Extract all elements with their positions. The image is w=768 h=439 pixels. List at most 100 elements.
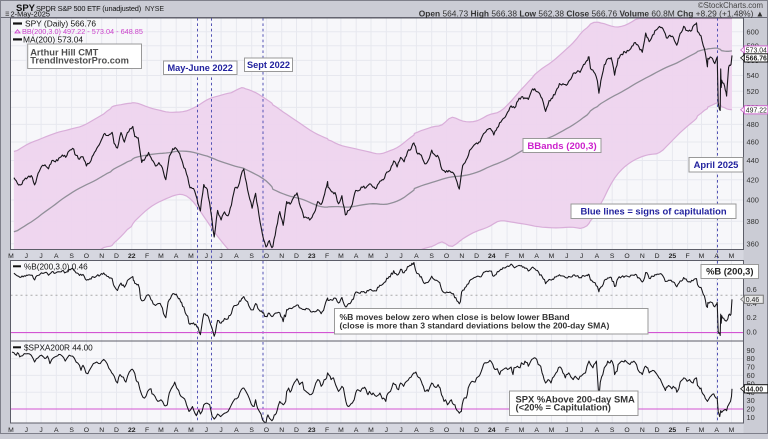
svg-text:20: 20 [747,405,755,414]
svg-text:Blue lines = signs of capitula: Blue lines = signs of capitulation [580,205,726,216]
svg-text:J: J [385,253,388,260]
svg-text:SPY: SPY [16,3,36,14]
svg-text:N: N [640,427,645,434]
svg-text:A: A [534,427,539,434]
svg-text:A: A [54,253,59,260]
svg-text:24: 24 [488,253,496,260]
svg-text:Sept 2022: Sept 2022 [247,60,290,70]
svg-text:S: S [69,427,74,434]
svg-text:J: J [25,253,28,260]
svg-text:S: S [249,253,254,260]
svg-text:%B moves below zero when close: %B moves below zero when close is below … [340,312,570,322]
svg-text:D: D [474,427,479,434]
svg-text:F: F [686,427,690,434]
svg-text:S: S [610,427,615,434]
svg-text:M: M [8,253,14,260]
svg-text:F: F [145,253,149,260]
svg-text:S: S [429,427,434,434]
svg-text:J: J [39,253,42,260]
svg-text:J: J [399,253,402,260]
svg-text:M: M [368,253,374,260]
svg-text:A: A [174,427,179,434]
svg-text:SPDR S&P 500 ETF (unadjusted): SPDR S&P 500 ETF (unadjusted) [36,4,141,13]
svg-text:540: 540 [747,71,759,80]
svg-text:M: M [188,427,194,434]
svg-text:80: 80 [747,354,755,363]
svg-text:Arthur Hill CMT: Arthur Hill CMT [30,47,98,57]
svg-text:D: D [294,427,299,434]
svg-text:2-May-2025: 2-May-2025 [11,9,50,18]
svg-text:50: 50 [747,379,755,388]
svg-text:0.2: 0.2 [747,313,757,322]
svg-text:SPX %Above 200-day SMA: SPX %Above 200-day SMA [516,393,636,404]
svg-text:A: A [354,427,359,434]
svg-text:J: J [580,253,583,260]
svg-text:©StockCharts.com: ©StockCharts.com [698,1,763,10]
svg-text:O: O [264,427,269,434]
svg-text:D: D [114,253,119,260]
svg-text:360: 360 [747,239,759,248]
svg-text:A: A [234,427,239,434]
svg-text:F: F [325,253,329,260]
svg-text:520: 520 [747,87,759,96]
svg-text:M: M [8,427,14,434]
svg-text:D: D [655,253,660,260]
svg-text:May-June 2022: May-June 2022 [168,63,233,73]
svg-text:J: J [580,427,583,434]
svg-text:420: 420 [747,175,759,184]
svg-text:M: M [188,253,194,260]
svg-text:480: 480 [747,120,759,129]
svg-text:M: M [158,253,164,260]
svg-text:D: D [114,427,119,434]
svg-text:O: O [624,253,629,260]
svg-text:O: O [84,427,89,434]
svg-text:A: A [414,427,419,434]
svg-text:30: 30 [747,396,755,405]
svg-text:BBands (200,3): BBands (200,3) [527,141,596,152]
svg-text:460: 460 [747,138,759,147]
svg-text:A: A [354,253,359,260]
svg-text:A: A [54,427,59,434]
svg-text:D: D [655,427,660,434]
svg-text:A: A [234,253,239,260]
svg-text:10: 10 [747,413,755,422]
svg-text:M: M [519,427,525,434]
svg-text:600: 600 [747,27,759,36]
svg-text:Open 564.73 High 566.38 Low 56: Open 564.73 High 566.38 Low 562.38 Close… [419,8,764,18]
svg-text:%B(200,3.0) 0.46: %B(200,3.0) 0.46 [24,263,88,272]
svg-text:S: S [69,253,74,260]
svg-text:TrendInvestorPro.com: TrendInvestorPro.com [30,56,129,66]
svg-text:440: 440 [747,156,759,165]
svg-text:A: A [714,253,719,260]
svg-text:90: 90 [747,346,755,355]
svg-text:566.76: 566.76 [746,56,767,63]
svg-text:J: J [219,253,222,260]
svg-text:F: F [145,427,149,434]
svg-text:497.22: 497.22 [746,107,767,114]
svg-text:N: N [99,253,104,260]
svg-text:O: O [84,253,89,260]
svg-text:N: N [279,427,284,434]
svg-text:F: F [505,253,509,260]
svg-text:M: M [158,427,164,434]
svg-text:O: O [624,427,629,434]
svg-text:A: A [414,253,419,260]
svg-text:J: J [219,427,222,434]
svg-text:M: M [729,427,735,434]
svg-text:N: N [459,427,464,434]
svg-text:N: N [99,427,104,434]
svg-text:400: 400 [747,196,759,205]
svg-text:M: M [549,253,555,260]
svg-text:24: 24 [488,427,496,434]
svg-text:J: J [385,427,388,434]
svg-text:0.0: 0.0 [747,327,757,336]
svg-text:J: J [399,427,402,434]
svg-text:M: M [338,427,344,434]
svg-text:J: J [39,427,42,434]
svg-text:380: 380 [747,217,759,226]
svg-text:F: F [505,427,509,434]
svg-text:SPY (Daily) 566.76: SPY (Daily) 566.76 [25,18,96,28]
svg-text:D: D [474,253,479,260]
svg-text:22: 22 [128,427,136,434]
svg-text:0.46: 0.46 [746,297,760,304]
